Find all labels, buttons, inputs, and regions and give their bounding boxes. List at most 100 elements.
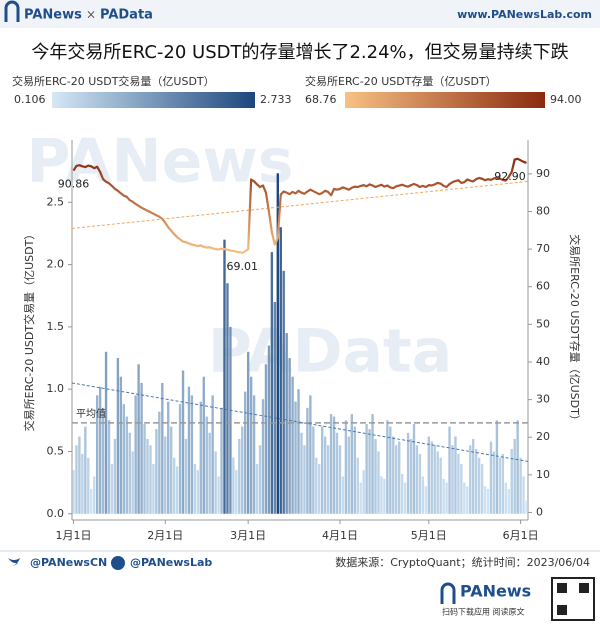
y2-tick-label: 50 <box>536 317 550 330</box>
bar <box>267 345 271 514</box>
bar <box>104 351 108 514</box>
bar <box>178 404 182 514</box>
bar <box>418 453 422 514</box>
header-url: www.PANewsLab.com <box>457 8 592 21</box>
bar <box>344 420 348 514</box>
bar <box>223 239 226 514</box>
bar <box>347 436 351 514</box>
bar <box>315 457 318 514</box>
bar <box>131 451 134 514</box>
bar <box>279 227 282 514</box>
bar <box>306 407 309 514</box>
bar <box>184 439 188 514</box>
x-tick-label: 5月1日 <box>411 529 447 542</box>
bar <box>137 364 140 514</box>
bar <box>246 351 250 514</box>
bar <box>501 453 505 514</box>
bar <box>415 445 419 514</box>
bar <box>371 414 374 514</box>
data-label: 69.01 <box>227 260 259 273</box>
bar <box>489 441 493 514</box>
plot: 0.0 0.5 1.0 1.5 2.0 2.5 0 10 20 30 40 50 60 70 80 90 1月1… <box>47 140 550 542</box>
bar <box>303 445 306 514</box>
bar <box>474 448 478 514</box>
bar <box>504 482 507 514</box>
bar <box>98 386 102 514</box>
y2-tick-label: 30 <box>536 393 550 406</box>
bar <box>288 358 291 514</box>
trend-line <box>71 382 529 462</box>
bar <box>72 470 75 514</box>
bar <box>125 416 128 514</box>
logo-icon <box>440 582 456 604</box>
qr-code <box>557 605 567 615</box>
x-tick-label: 3月1日 <box>230 529 266 542</box>
bar <box>155 429 158 514</box>
bar <box>389 426 392 514</box>
bar <box>152 463 155 514</box>
brand-left: PANews <box>24 8 82 23</box>
y-axis-title: 交易所ERC-20 USDT交易量（亿USDT） <box>22 229 36 432</box>
data-label: 92.90 <box>494 170 526 183</box>
bar <box>128 432 131 514</box>
colorbar-title: 交易所ERC-20 USDT交易量（亿USDT） <box>12 74 215 88</box>
bar <box>75 445 78 514</box>
qr-code <box>579 583 589 593</box>
bar <box>300 432 303 514</box>
bar <box>368 429 371 514</box>
colorbar <box>52 92 255 108</box>
bar <box>507 488 510 514</box>
footer-logo: PANews <box>460 582 531 601</box>
bar <box>164 436 167 514</box>
y2-tick-label: 90 <box>536 167 550 180</box>
bar <box>403 482 407 514</box>
bar <box>321 426 324 514</box>
bar <box>101 407 105 514</box>
bar <box>196 470 200 514</box>
y2-axis-title: 交易所ERC-20 USDT存量（亿USDT） <box>568 234 582 426</box>
bar <box>294 401 297 514</box>
brand-separator: × <box>86 8 96 22</box>
bar <box>350 414 354 514</box>
line <box>72 157 527 254</box>
bar <box>421 476 425 514</box>
bar <box>398 441 401 514</box>
bar <box>187 386 191 514</box>
bar <box>457 453 460 514</box>
y2-tick-label: 80 <box>536 204 550 217</box>
bar <box>412 424 416 514</box>
bar <box>134 395 137 514</box>
bar <box>469 445 472 514</box>
bar <box>87 457 90 514</box>
bar <box>291 376 294 514</box>
y2-tick-label: 40 <box>536 355 550 368</box>
bar <box>516 420 519 514</box>
x-tick-label: 6月1日 <box>503 529 539 542</box>
bar <box>510 448 513 514</box>
bar <box>323 436 327 514</box>
bar <box>78 436 81 514</box>
bar <box>374 439 377 514</box>
y-tick-label: 1.5 <box>47 320 65 333</box>
bar <box>409 439 413 514</box>
bar <box>146 439 149 514</box>
bar <box>436 451 439 514</box>
bar <box>451 445 454 514</box>
bar <box>332 416 336 514</box>
bar <box>175 466 179 514</box>
bar <box>463 482 466 514</box>
bar <box>430 441 433 514</box>
facebook-icon <box>111 556 125 570</box>
x-tick-label: 4月1日 <box>322 529 358 542</box>
colorbar <box>345 92 545 108</box>
bar <box>229 326 232 514</box>
bar <box>445 482 448 514</box>
bar <box>116 358 120 514</box>
bar <box>158 411 161 514</box>
colorbar-max: 2.733 <box>260 93 292 106</box>
y-tick-label: 2.5 <box>47 195 65 208</box>
brand-right: PAData <box>100 8 153 23</box>
header-bar <box>0 0 600 28</box>
bar <box>329 414 333 514</box>
